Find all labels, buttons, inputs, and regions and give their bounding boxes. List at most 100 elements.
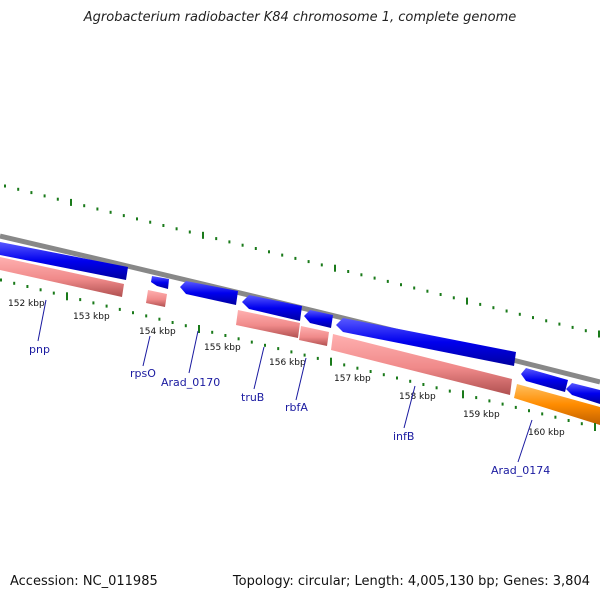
gc-skew-tick [532,316,534,320]
gc-skew-tick [386,279,389,283]
gc-skew-tick [241,243,244,247]
gc-skew-tick [505,309,508,313]
gc-skew-tick [316,356,319,360]
gene-pnp-rna-bar[interactable] [0,257,124,297]
kbp-label-157: 157 kbp [334,374,371,384]
gc-skew-tick [277,347,280,351]
gene-arad-0175-arrow[interactable] [566,383,600,404]
gene-label-rpso[interactable]: rpsO [130,367,156,380]
gc-skew-tick [518,312,521,316]
gc-skew-tick [224,334,227,337]
gc-skew-tick [422,383,425,386]
gc-skew-tick [43,194,46,198]
topology-text: Topology: circular; Length: 4,005,130 bp… [232,574,590,589]
gene-rpso-rna-bar[interactable] [146,290,167,307]
gc-skew-tick [343,363,346,367]
kbp-label-154: 154 kbp [139,327,176,337]
gc-skew-tick [171,321,174,324]
kbp-label-155: 155 kbp [204,343,241,353]
gene-labels: pnp rpsO Arad_0170 truB rbfA infB Arad_0… [29,343,550,477]
gene-arad-0170-arrow[interactable] [180,281,238,305]
gc-skew-tick [109,210,112,214]
map-title: Agrobacterium radiobacter K84 chromosome… [83,10,517,25]
gc-skew-tick [4,184,6,188]
gene-label-arad-0174[interactable]: Arad_0174 [491,464,550,477]
gc-skew-tick [330,357,332,366]
gc-skew-tick [56,197,59,201]
gc-skew-tick [118,307,121,311]
gene-label-infb[interactable]: infB [393,430,414,443]
gc-skew-tick [96,207,99,211]
gene-label-pnp[interactable]: pnp [29,343,50,356]
leader-trub [253,346,265,390]
gc-skew-tick [52,291,55,295]
gc-skew-tick [369,370,372,373]
gc-skew-tick [396,376,398,380]
gc-skew-tick [580,422,583,426]
kbp-ruler: 152 kbp 153 kbp 154 kbp 155 kbp 156 kbp … [8,299,565,438]
gene-label-trub[interactable]: truB [241,391,264,404]
gc-skew-track-inner [0,278,596,431]
gc-skew-tick [83,204,86,208]
gc-skew-tick [479,302,482,306]
gene-label-rbfa[interactable]: rbfA [285,401,308,414]
gc-skew-tick [462,390,464,399]
gc-skew-tick [466,297,468,305]
gc-skew-tick [426,289,429,293]
gc-skew-tick [382,373,385,377]
gc-skew-tick [347,270,350,273]
gc-skew-tick [320,263,323,267]
gc-skew-tick [175,227,178,231]
gc-skew-tick [360,273,363,277]
gene-leader-lines [37,299,533,463]
gc-skew-tick [26,285,29,288]
gc-skew-tick [290,350,293,354]
gc-skew-tick [400,283,402,287]
gc-skew-tick [356,366,359,370]
gene-label-arad-0170[interactable]: Arad_0170 [161,376,220,389]
gc-skew-tick [17,187,20,191]
gene-rpso-arrow[interactable] [151,276,169,289]
gc-skew-tick [303,353,306,357]
gene-pnp-arrow[interactable] [0,242,128,280]
gc-skew-tick [198,325,200,333]
gene-rbfa-arrow[interactable] [304,310,333,328]
gc-skew-tick [558,322,561,326]
leader-infb [403,385,416,429]
gc-skew-tick [594,423,596,431]
gc-skew-tick [514,405,517,409]
kbp-label-160: 160 kbp [528,428,565,438]
reverse-strand-cds [0,257,600,425]
gene-trub-arrow[interactable] [242,295,302,321]
gc-skew-tick [145,314,148,318]
gc-skew-tick [92,301,95,305]
gc-skew-tick [475,396,478,400]
gene-rbfa-rna-bar[interactable] [299,326,329,346]
gc-skew-tick [567,419,570,422]
gc-skew-tick [571,325,574,329]
gc-skew-tick [188,230,191,234]
kbp-label-152: 152 kbp [8,299,45,309]
gc-skew-tick [149,220,152,224]
kbp-label-153: 153 kbp [73,312,110,322]
gc-skew-tick [162,224,165,227]
gene-trub-rna-bar[interactable] [236,310,300,338]
gc-skew-tick [501,402,504,406]
gc-skew-tick [254,247,257,250]
gc-skew-tick [237,337,240,341]
gc-skew-tick [554,415,557,419]
gene-infb-arrow[interactable] [336,318,516,366]
kbp-label-156: 156 kbp [269,358,306,368]
gc-skew-tick [439,293,442,296]
kbp-label-159: 159 kbp [463,410,500,420]
gene-arad-0173-arrow[interactable] [521,368,568,392]
gc-skew-tick [158,317,161,321]
gc-skew-tick [215,237,218,241]
gene-infb-rna-bar[interactable] [331,334,512,395]
gc-skew-tick [13,281,16,285]
gc-skew-tick [307,260,310,264]
gc-skew-tick [202,231,204,239]
gene-arad-0174-bar[interactable] [514,384,600,425]
gc-skew-tick [39,288,42,292]
